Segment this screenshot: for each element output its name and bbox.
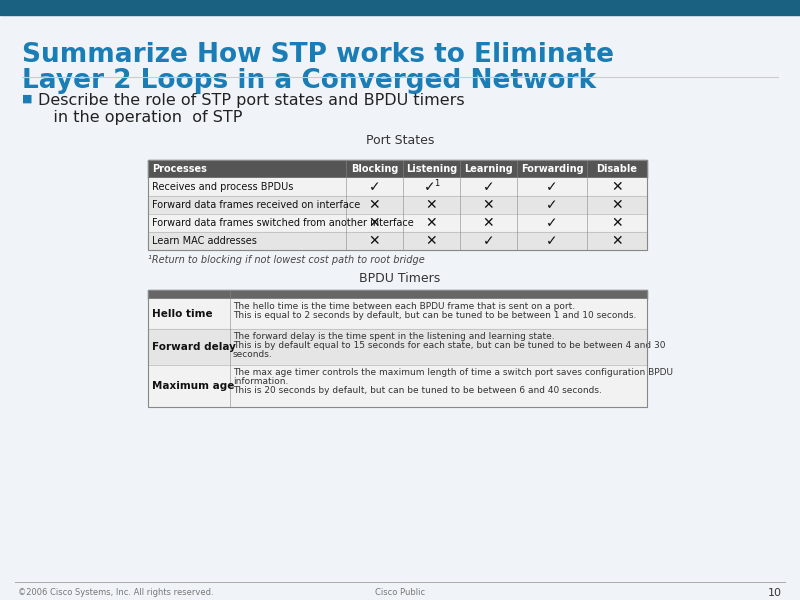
Text: ✕: ✕: [611, 198, 623, 212]
Text: ✕: ✕: [611, 180, 623, 194]
Text: Blocking: Blocking: [351, 164, 398, 174]
Text: ✓: ✓: [546, 180, 558, 194]
Text: Listening: Listening: [406, 164, 457, 174]
Text: Maximum age: Maximum age: [152, 381, 234, 391]
Text: This is 20 seconds by default, but can be tuned to be between 6 and 40 seconds.: This is 20 seconds by default, but can b…: [233, 386, 602, 395]
Text: ✕: ✕: [482, 198, 494, 212]
Text: ✓: ✓: [546, 234, 558, 248]
Text: ✕: ✕: [482, 216, 494, 230]
Bar: [148, 196, 647, 214]
Text: Processes: Processes: [152, 164, 207, 174]
Text: Learning: Learning: [464, 164, 513, 174]
Text: Forward delay: Forward delay: [152, 342, 236, 352]
Text: seconds.: seconds.: [233, 350, 273, 359]
Bar: [148, 299, 647, 329]
Text: Forward data frames received on interface: Forward data frames received on interfac…: [152, 200, 360, 210]
Text: The max age timer controls the maximum length of time a switch port saves config: The max age timer controls the maximum l…: [233, 368, 673, 377]
Text: Summarize How STP works to Eliminate: Summarize How STP works to Eliminate: [22, 42, 614, 68]
Text: ✓: ✓: [482, 180, 494, 194]
Text: ✓: ✓: [546, 198, 558, 212]
Text: ©2006 Cisco Systems, Inc. All rights reserved.: ©2006 Cisco Systems, Inc. All rights res…: [18, 588, 214, 597]
Text: in the operation  of STP: in the operation of STP: [38, 110, 242, 125]
Text: ¹Return to blocking if not lowest cost path to root bridge: ¹Return to blocking if not lowest cost p…: [148, 255, 425, 265]
Text: ✓: ✓: [369, 180, 380, 194]
Bar: [148, 365, 647, 407]
Text: Describe the role of STP port states and BPDU timers: Describe the role of STP port states and…: [38, 93, 465, 108]
Text: information.: information.: [233, 377, 288, 386]
Text: ✓: ✓: [482, 234, 494, 248]
Text: Layer 2 Loops in a Converged Network: Layer 2 Loops in a Converged Network: [22, 68, 596, 94]
Text: ✓: ✓: [424, 180, 435, 194]
Text: ✕: ✕: [426, 198, 438, 212]
Text: The forward delay is the time spent in the listening and learning state.: The forward delay is the time spent in t…: [233, 332, 554, 341]
Text: ✕: ✕: [611, 234, 623, 248]
Text: Forward data frames switched from another interface: Forward data frames switched from anothe…: [152, 218, 414, 228]
Text: Learn MAC addresses: Learn MAC addresses: [152, 236, 257, 246]
Bar: [148, 160, 647, 250]
Text: Cisco Public: Cisco Public: [375, 588, 425, 597]
Text: Forwarding: Forwarding: [521, 164, 583, 174]
Text: ✕: ✕: [426, 234, 438, 248]
Text: ✕: ✕: [611, 216, 623, 230]
Text: The hello time is the time between each BPDU frame that is sent on a port.: The hello time is the time between each …: [233, 302, 575, 311]
Text: ✕: ✕: [369, 198, 380, 212]
Text: ✕: ✕: [426, 216, 438, 230]
Text: ✓: ✓: [546, 216, 558, 230]
Text: Receives and process BPDUs: Receives and process BPDUs: [152, 182, 294, 192]
Text: This is by default equal to 15 seconds for each state, but can be tuned to be be: This is by default equal to 15 seconds f…: [233, 341, 666, 350]
Text: ✕: ✕: [369, 216, 380, 230]
Text: ■: ■: [22, 94, 33, 104]
Bar: [148, 290, 647, 299]
Bar: [0, 0, 800, 15]
Text: 1: 1: [434, 179, 439, 187]
Text: ✕: ✕: [369, 234, 380, 248]
Text: Port States: Port States: [366, 134, 434, 147]
Text: Disable: Disable: [597, 164, 638, 174]
Text: BPDU Timers: BPDU Timers: [359, 272, 441, 285]
Text: This is equal to 2 seconds by default, but can be tuned to be between 1 and 10 s: This is equal to 2 seconds by default, b…: [233, 311, 636, 320]
Bar: [148, 290, 647, 407]
Bar: [148, 214, 647, 232]
Text: Hello time: Hello time: [152, 309, 213, 319]
Bar: [148, 160, 647, 178]
Bar: [148, 178, 647, 196]
Bar: [148, 232, 647, 250]
Bar: [148, 329, 647, 365]
Text: 10: 10: [768, 588, 782, 598]
